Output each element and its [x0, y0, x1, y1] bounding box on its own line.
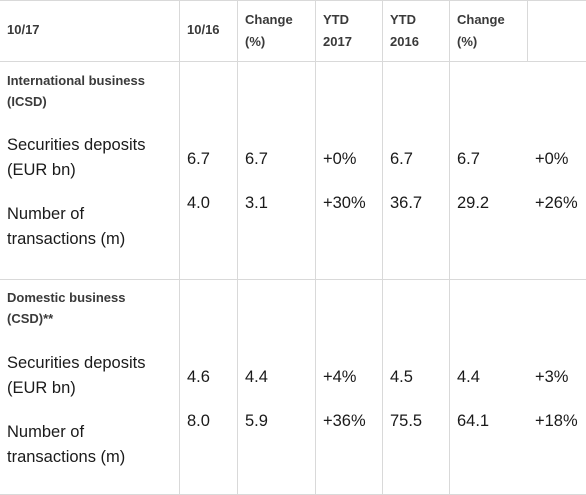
row-label: (EUR bn): [7, 161, 76, 179]
table-cell: 6.7: [390, 150, 413, 168]
section-title: (CSD)**: [7, 311, 54, 326]
table-cell: +3%: [535, 368, 569, 386]
table-cell: 4.6: [187, 368, 210, 386]
column-divider: [179, 0, 180, 495]
column-divider: [449, 0, 450, 495]
table-cell: 4.4: [457, 368, 480, 386]
row-label: Securities deposits: [7, 136, 146, 154]
table-cell: +36%: [323, 412, 366, 430]
table-cell: 6.7: [457, 150, 480, 168]
column-divider: [527, 0, 528, 62]
column-divider: [382, 0, 383, 495]
table-cell: +0%: [535, 150, 569, 168]
table-cell: 6.7: [187, 150, 210, 168]
header-cell-10-16: 10/16: [187, 22, 220, 37]
column-divider: [237, 0, 238, 495]
table-cell: 36.7: [390, 194, 423, 212]
row-label: Number of: [7, 205, 85, 223]
table-cell: 5.9: [245, 412, 268, 430]
header-cell-ytd-2017-year: 2017: [323, 34, 352, 49]
header-top-border: [0, 0, 586, 1]
header-cell-ytd-2016: YTD: [390, 12, 416, 27]
header-bottom-border: [0, 61, 586, 62]
table-cell: +4%: [323, 368, 357, 386]
table-cell: +30%: [323, 194, 366, 212]
row-label: Number of: [7, 423, 85, 441]
row-label: transactions (m): [7, 448, 126, 466]
table-cell: 75.5: [390, 412, 423, 430]
table-cell: +0%: [323, 150, 357, 168]
header-cell-10-17: 10/17: [7, 22, 40, 37]
column-divider: [315, 0, 316, 495]
table-cell: +18%: [535, 412, 578, 430]
table-cell: 4.5: [390, 368, 413, 386]
row-label: Securities deposits: [7, 354, 146, 372]
table-cell: 4.0: [187, 194, 210, 212]
table-cell: 29.2: [457, 194, 490, 212]
table-cell: 64.1: [457, 412, 490, 430]
section-title: (ICSD): [7, 94, 47, 109]
section-title: Domestic business: [7, 290, 126, 305]
table-cell: +26%: [535, 194, 578, 212]
table-cell: 3.1: [245, 194, 268, 212]
row-label: (EUR bn): [7, 379, 76, 397]
header-cell-ytd-change: Change: [457, 12, 505, 27]
header-cell-ytd-2017: YTD: [323, 12, 349, 27]
header-cell-change: Change: [245, 12, 293, 27]
header-cell-change-unit: (%): [245, 34, 266, 49]
table-cell: 8.0: [187, 412, 210, 430]
header-cell-ytd-change-unit: (%): [457, 34, 478, 49]
section-divider: [0, 279, 586, 280]
row-label: transactions (m): [7, 230, 126, 248]
table-cell: 4.4: [245, 368, 268, 386]
table-cell: 6.7: [245, 150, 268, 168]
section-title: International business: [7, 73, 145, 88]
header-cell-ytd-2016-year: 2016: [390, 34, 419, 49]
